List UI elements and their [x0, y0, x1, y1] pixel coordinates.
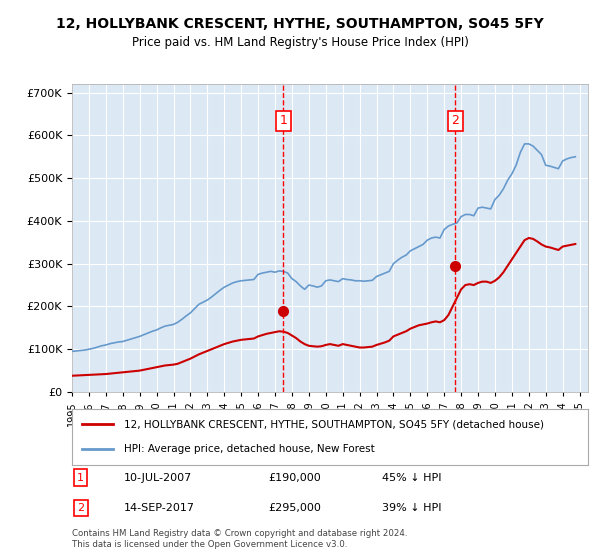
Text: 1: 1	[280, 114, 287, 128]
Text: 2: 2	[77, 503, 84, 513]
Text: 2: 2	[452, 114, 460, 128]
Text: 10-JUL-2007: 10-JUL-2007	[124, 473, 192, 483]
Text: £295,000: £295,000	[268, 503, 321, 513]
Text: £190,000: £190,000	[268, 473, 321, 483]
Text: Price paid vs. HM Land Registry's House Price Index (HPI): Price paid vs. HM Land Registry's House …	[131, 36, 469, 49]
Text: 12, HOLLYBANK CRESCENT, HYTHE, SOUTHAMPTON, SO45 5FY (detached house): 12, HOLLYBANK CRESCENT, HYTHE, SOUTHAMPT…	[124, 419, 544, 430]
Text: Contains HM Land Registry data © Crown copyright and database right 2024.
This d: Contains HM Land Registry data © Crown c…	[72, 529, 407, 549]
Text: 39% ↓ HPI: 39% ↓ HPI	[382, 503, 441, 513]
Text: 45% ↓ HPI: 45% ↓ HPI	[382, 473, 441, 483]
Text: 1: 1	[77, 473, 84, 483]
Text: 12, HOLLYBANK CRESCENT, HYTHE, SOUTHAMPTON, SO45 5FY: 12, HOLLYBANK CRESCENT, HYTHE, SOUTHAMPT…	[56, 17, 544, 31]
Text: 14-SEP-2017: 14-SEP-2017	[124, 503, 194, 513]
Text: HPI: Average price, detached house, New Forest: HPI: Average price, detached house, New …	[124, 444, 374, 454]
